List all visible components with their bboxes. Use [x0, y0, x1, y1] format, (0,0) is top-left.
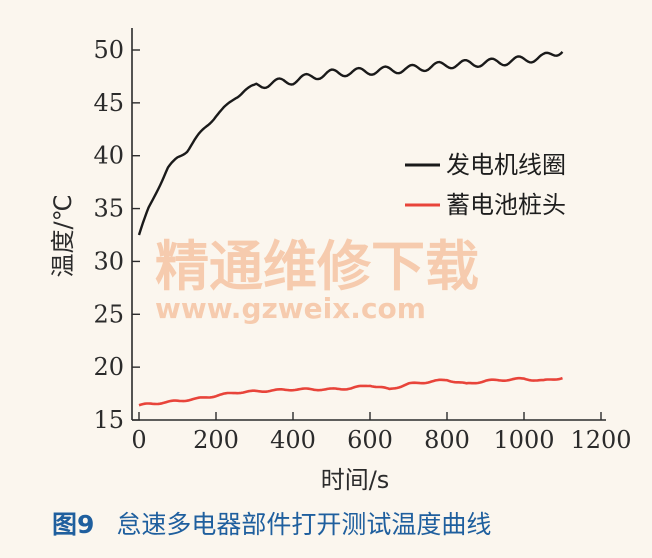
series-line-generator-coil — [137, 51, 564, 236]
y-tick-label: 35 — [93, 195, 124, 223]
x-ticks: 0 200 400 600 800 1000 1200 — [131, 412, 632, 454]
y-tick-label: 25 — [93, 300, 124, 328]
figure-number: 图9 — [52, 510, 95, 539]
y-tick-label: 15 — [93, 406, 124, 434]
x-axis-title: 时间/s — [321, 466, 390, 494]
temperature-chart: 精通维修下载 www.gzweix.com 15 20 25 30 35 40 45 50 0… — [49, 28, 632, 494]
legend: 发电机线圈 蓄电池桩头 — [405, 151, 566, 219]
x-tick-label: 200 — [193, 426, 239, 454]
series-line-battery-terminal — [138, 376, 563, 407]
figure-caption: 图9 怠速多电器部件打开测试温度曲线 — [52, 505, 491, 545]
y-axis-title: 温度/℃ — [49, 194, 77, 277]
figure-caption-text: 怠速多电器部件打开测试温度曲线 — [116, 510, 492, 539]
watermark-url: www.gzweix.com — [155, 292, 426, 325]
watermark-chinese: 精通维修下载 — [155, 235, 479, 298]
legend-label-battery-terminal: 蓄电池桩头 — [446, 191, 566, 219]
x-tick-label: 0 — [131, 426, 146, 454]
y-tick-label: 20 — [93, 353, 124, 381]
y-tick-label: 50 — [93, 36, 124, 64]
y-tick-label: 45 — [93, 89, 124, 117]
x-tick-label: 600 — [347, 426, 393, 454]
series-layer — [137, 51, 564, 407]
y-tick-label: 30 — [93, 247, 124, 275]
x-tick-label: 400 — [270, 426, 316, 454]
y-tick-label: 40 — [93, 142, 124, 170]
x-tick-label: 800 — [424, 426, 470, 454]
x-tick-label: 1200 — [570, 426, 631, 454]
y-ticks: 15 20 25 30 35 40 45 50 — [93, 36, 140, 434]
x-tick-label: 1000 — [493, 426, 554, 454]
legend-label-generator-coil: 发电机线圈 — [446, 151, 566, 179]
